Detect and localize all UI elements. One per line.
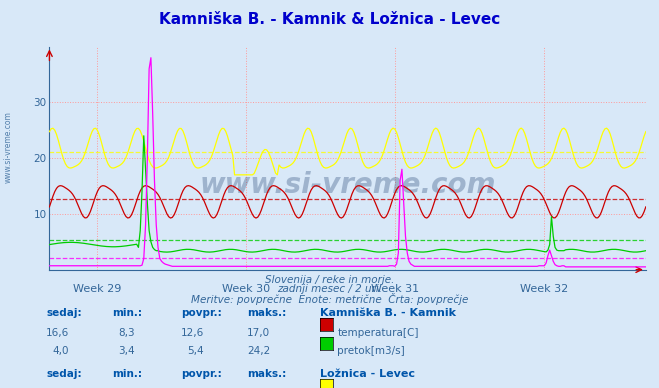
Text: 3,4: 3,4 (119, 346, 135, 357)
Text: zadnji mesec / 2 uri.: zadnji mesec / 2 uri. (277, 284, 382, 294)
Text: 12,6: 12,6 (181, 328, 204, 338)
Text: 8,3: 8,3 (119, 328, 135, 338)
Text: Week 31: Week 31 (371, 284, 419, 294)
Text: maks.:: maks.: (247, 308, 287, 319)
Text: www.si-vreme.com: www.si-vreme.com (200, 171, 496, 199)
Text: sedaj:: sedaj: (46, 369, 82, 379)
Text: Week 32: Week 32 (521, 284, 569, 294)
Text: temperatura[C]: temperatura[C] (337, 328, 419, 338)
Text: 4,0: 4,0 (53, 346, 69, 357)
Text: 17,0: 17,0 (247, 328, 270, 338)
Text: min.:: min.: (112, 308, 142, 319)
Text: povpr.:: povpr.: (181, 369, 222, 379)
Text: min.:: min.: (112, 369, 142, 379)
Text: Kamniška B. - Kamnik: Kamniška B. - Kamnik (320, 308, 455, 319)
Text: sedaj:: sedaj: (46, 308, 82, 319)
Text: www.si-vreme.com: www.si-vreme.com (4, 111, 13, 184)
Text: Meritve: povprečne  Enote: metrične  Črta: povprečje: Meritve: povprečne Enote: metrične Črta:… (191, 293, 468, 305)
Text: 16,6: 16,6 (46, 328, 69, 338)
Text: povpr.:: povpr.: (181, 308, 222, 319)
Text: Ložnica - Levec: Ložnica - Levec (320, 369, 415, 379)
Text: pretok[m3/s]: pretok[m3/s] (337, 346, 405, 357)
Text: maks.:: maks.: (247, 369, 287, 379)
Text: 5,4: 5,4 (188, 346, 204, 357)
Text: Kamniška B. - Kamnik & Ložnica - Levec: Kamniška B. - Kamnik & Ložnica - Levec (159, 12, 500, 28)
Text: Week 29: Week 29 (73, 284, 121, 294)
Text: Week 30: Week 30 (222, 284, 270, 294)
Text: 24,2: 24,2 (247, 346, 270, 357)
Text: Slovenija / reke in morje.: Slovenija / reke in morje. (265, 275, 394, 285)
